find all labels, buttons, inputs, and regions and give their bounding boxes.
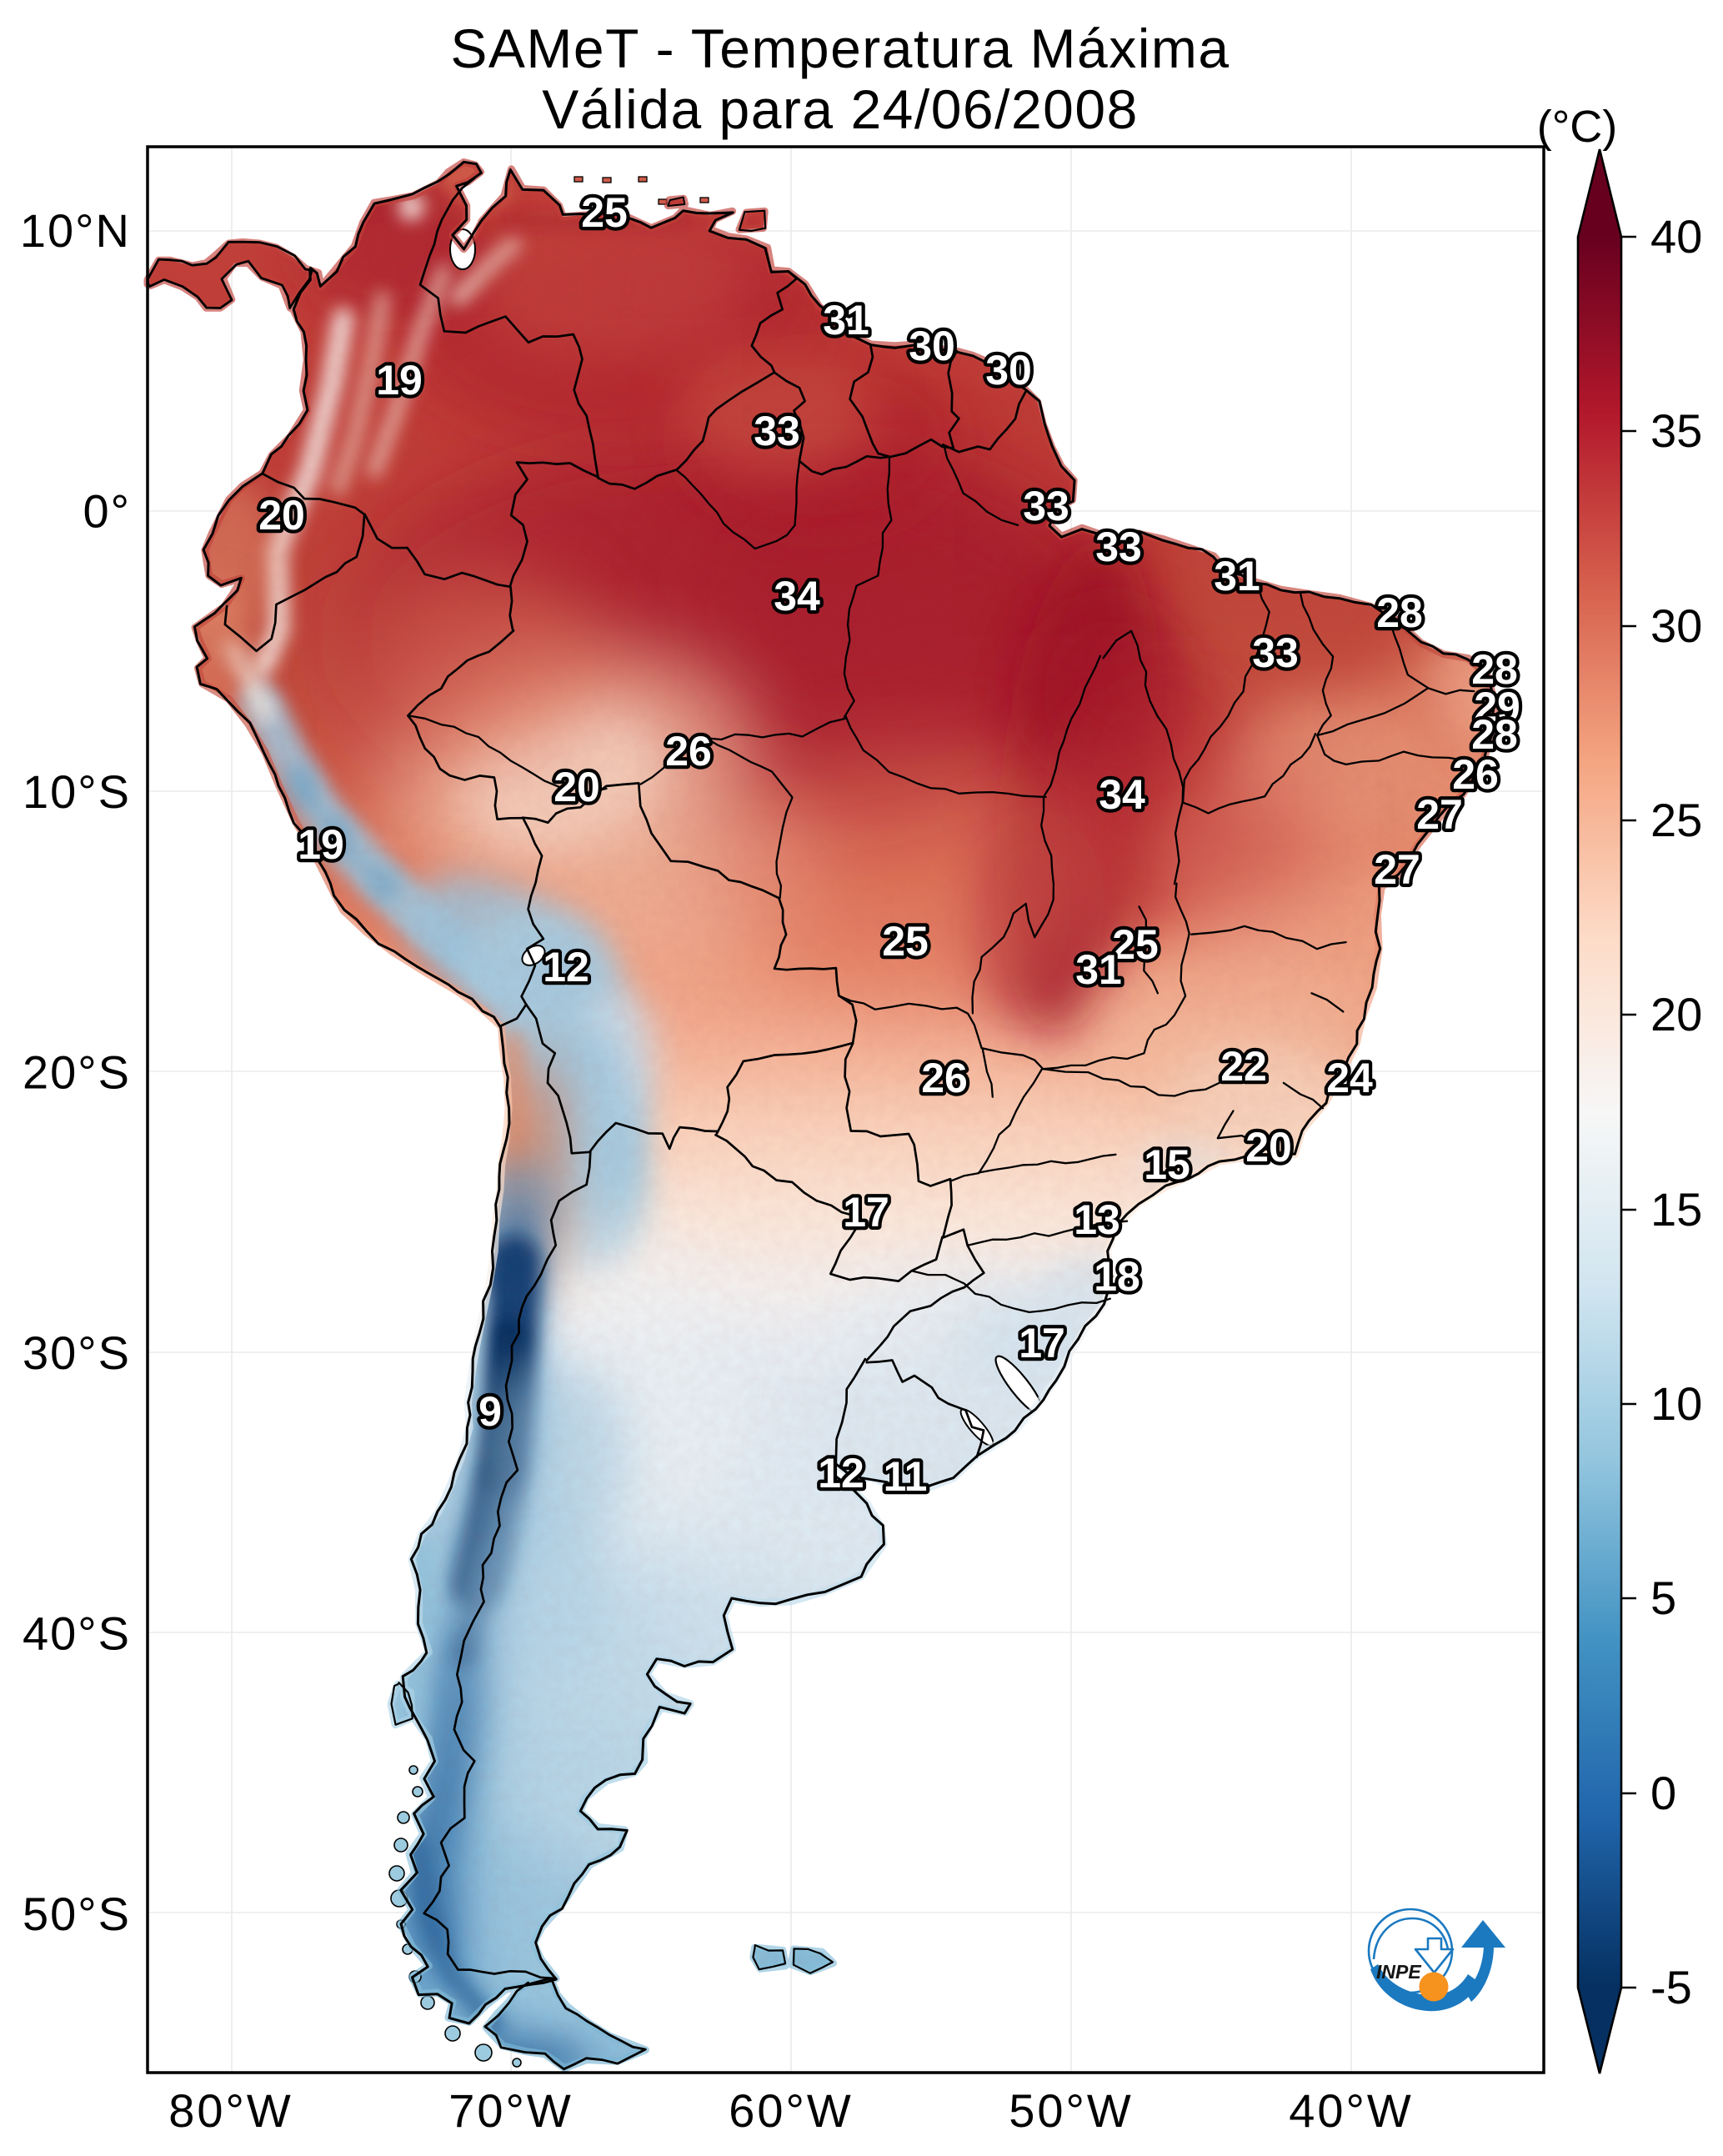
svg-text:10°S: 10°S — [23, 765, 131, 818]
svg-text:17: 17 — [843, 1189, 889, 1236]
svg-text:20°S: 20°S — [23, 1046, 131, 1099]
svg-text:15: 15 — [1144, 1141, 1190, 1188]
svg-text:20: 20 — [553, 764, 600, 810]
svg-text:33: 33 — [1095, 524, 1142, 570]
svg-text:31: 31 — [1214, 553, 1260, 599]
svg-text:40°S: 40°S — [23, 1607, 131, 1660]
svg-text:Válida para 24/06/2008: Válida para 24/06/2008 — [542, 78, 1139, 140]
svg-text:60°W: 60°W — [729, 2084, 854, 2137]
svg-text:50°W: 50°W — [1009, 2084, 1134, 2137]
svg-text:20: 20 — [1245, 1124, 1292, 1171]
svg-text:22: 22 — [1220, 1043, 1267, 1090]
svg-text:28: 28 — [1471, 711, 1518, 758]
svg-text:29: 29 — [1474, 684, 1520, 730]
svg-text:35: 35 — [1650, 404, 1702, 457]
svg-text:0: 0 — [1650, 1767, 1676, 1819]
svg-text:INPE: INPE — [1376, 1961, 1421, 1983]
svg-text:(°C): (°C) — [1537, 102, 1618, 152]
svg-text:12: 12 — [543, 944, 589, 990]
svg-text:24: 24 — [1326, 1055, 1373, 1101]
svg-text:25: 25 — [1112, 921, 1159, 968]
svg-text:31: 31 — [1075, 946, 1122, 993]
svg-text:15: 15 — [1650, 1183, 1702, 1236]
svg-text:40°W: 40°W — [1289, 2084, 1414, 2137]
svg-text:18: 18 — [1094, 1253, 1140, 1300]
svg-text:40: 40 — [1650, 210, 1702, 263]
svg-text:19: 19 — [298, 821, 344, 868]
svg-text:SAMeT - Temperatura Máxima: SAMeT - Temperatura Máxima — [450, 18, 1230, 79]
svg-text:50°S: 50°S — [23, 1888, 131, 1940]
svg-text:28: 28 — [1471, 646, 1518, 693]
svg-text:33: 33 — [754, 408, 800, 454]
svg-text:0°: 0° — [83, 485, 131, 538]
svg-text:13: 13 — [1074, 1196, 1120, 1243]
svg-text:34: 34 — [774, 573, 820, 619]
svg-text:30: 30 — [1650, 599, 1702, 652]
svg-text:10°N: 10°N — [20, 204, 131, 257]
svg-text:9: 9 — [478, 1388, 502, 1435]
svg-text:28: 28 — [1376, 589, 1423, 636]
svg-text:26: 26 — [665, 728, 712, 775]
svg-text:19: 19 — [376, 357, 423, 404]
svg-text:20: 20 — [258, 492, 305, 539]
svg-text:80°W: 80°W — [168, 2084, 293, 2137]
svg-text:70°W: 70°W — [448, 2084, 573, 2137]
svg-text:33: 33 — [1252, 629, 1299, 676]
svg-text:33: 33 — [1023, 483, 1069, 529]
svg-text:31: 31 — [823, 297, 869, 343]
svg-text:25: 25 — [1650, 794, 1702, 846]
svg-text:5: 5 — [1650, 1572, 1676, 1624]
svg-text:25: 25 — [581, 189, 628, 236]
svg-text:12: 12 — [818, 1450, 864, 1497]
svg-text:-5: -5 — [1650, 1961, 1692, 2013]
svg-text:17: 17 — [1019, 1320, 1065, 1366]
svg-text:30: 30 — [909, 323, 955, 369]
svg-text:27: 27 — [1416, 791, 1463, 838]
svg-text:25: 25 — [882, 918, 929, 965]
svg-text:20: 20 — [1650, 988, 1702, 1040]
svg-text:30°S: 30°S — [23, 1326, 131, 1379]
svg-text:11: 11 — [884, 1453, 928, 1500]
svg-text:34: 34 — [1099, 771, 1145, 818]
svg-text:10: 10 — [1650, 1377, 1702, 1430]
svg-text:27: 27 — [1374, 846, 1420, 893]
svg-text:26: 26 — [1452, 751, 1499, 798]
svg-text:26: 26 — [921, 1055, 968, 1101]
svg-text:30: 30 — [985, 347, 1032, 394]
